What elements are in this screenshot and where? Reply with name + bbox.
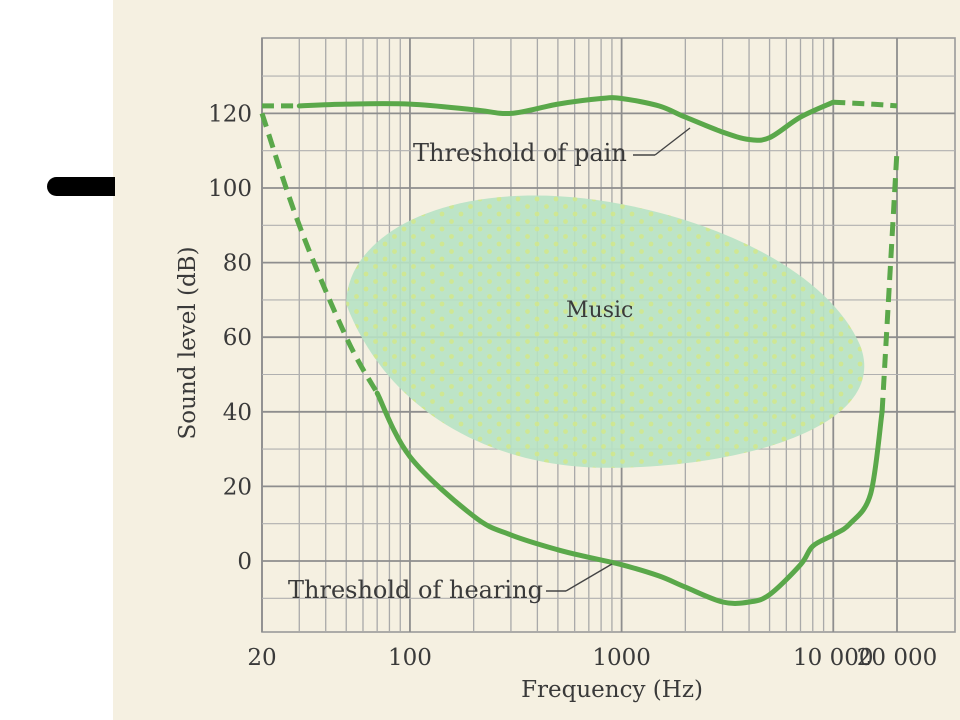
region-layer — [346, 195, 865, 468]
slide-bullet-bar — [47, 177, 115, 196]
y-tick-label: 60 — [223, 325, 252, 351]
hearing-threshold-curve-dashed-high — [879, 150, 900, 412]
x-tick-label: 1000 — [592, 645, 651, 671]
y-tick-label: 120 — [208, 101, 252, 127]
annotation-threshold-of-hearing: Threshold of hearing — [288, 576, 543, 604]
pain-threshold-curve-dashed-high — [833, 99, 898, 109]
y-tick-label: 40 — [223, 400, 252, 426]
hearing-threshold-curve — [374, 390, 885, 606]
x-tick-label: 20 — [247, 645, 276, 671]
x-tick-label: 10 000 — [793, 645, 873, 671]
pain-threshold-curve — [296, 95, 836, 143]
x-tick-label: 100 — [388, 645, 432, 671]
y-tick-label: 0 — [237, 549, 252, 575]
leader-line-hearing-diag — [565, 563, 613, 592]
annotation-threshold-of-pain: Threshold of pain — [413, 139, 627, 167]
hearing-threshold-curve-dashed-low — [259, 112, 380, 395]
x-tick-label: 20 000 — [857, 645, 937, 671]
y-tick-label: 20 — [223, 474, 252, 500]
music-region-dots — [346, 195, 865, 468]
y-tick-label: 100 — [208, 176, 252, 202]
y-axis-label: Sound level (dB) — [175, 246, 201, 439]
x-axis-label: Frequency (Hz) — [521, 677, 703, 703]
y-tick-label: 80 — [223, 251, 252, 277]
leader-line-pain-diag — [654, 127, 691, 156]
region-label-music: Music — [566, 298, 633, 323]
series-layer — [259, 95, 900, 606]
